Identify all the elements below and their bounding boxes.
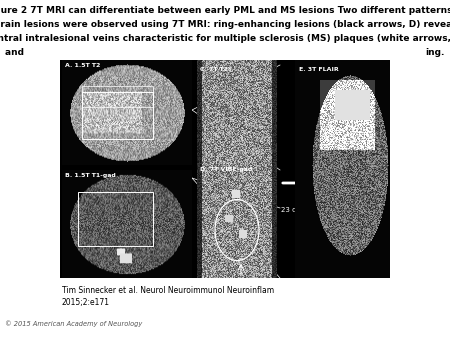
Bar bbox=[81, 92, 153, 139]
Text: B. 1.5T T1-gad: B. 1.5T T1-gad bbox=[65, 173, 115, 178]
Text: ing.: ing. bbox=[426, 48, 445, 57]
Text: Tim Sinnecker et al. Neurol Neuroimmunol Neuroinflam: Tim Sinnecker et al. Neurol Neuroimmunol… bbox=[62, 286, 274, 295]
Text: 2015;2:e171: 2015;2:e171 bbox=[62, 298, 110, 307]
Text: Figure 2 7T MRI can differentiate between early PML and MS lesions Two different: Figure 2 7T MRI can differentiate betwee… bbox=[0, 6, 450, 15]
Text: E. 3T FLAIR: E. 3T FLAIR bbox=[299, 67, 338, 72]
Text: © 2015 American Academy of Neurology: © 2015 American Academy of Neurology bbox=[5, 320, 142, 327]
Bar bbox=[81, 86, 153, 107]
Text: C. 7T T2*: C. 7T T2* bbox=[200, 67, 232, 72]
Text: 23 days: 23 days bbox=[281, 207, 309, 213]
Text: A. 1.5T T2: A. 1.5T T2 bbox=[65, 63, 100, 68]
Text: D. 7T VIBE-gad: D. 7T VIBE-gad bbox=[200, 167, 252, 172]
Text: central intralesional veins characteristic for multiple sclerosis (MS) plaques (: central intralesional veins characterist… bbox=[0, 34, 450, 43]
Bar bbox=[60, 60, 390, 278]
Bar bbox=[77, 192, 153, 246]
Text: brain lesions were observed using 7T MRI: ring-enhancing lesions (black arrows, : brain lesions were observed using 7T MRI… bbox=[0, 20, 450, 29]
Text: and: and bbox=[5, 48, 27, 57]
